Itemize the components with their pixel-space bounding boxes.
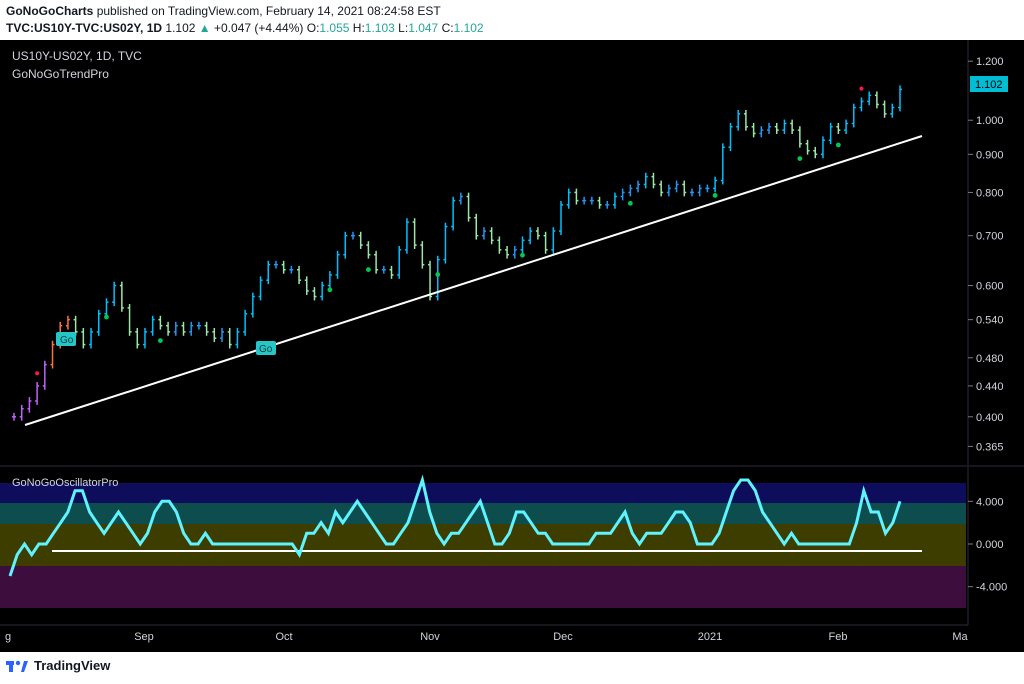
chart-svg[interactable]: US10Y-US02Y, 1D, TVC GoNoGoTrendPro Go G…	[0, 40, 1024, 652]
go-badge-1	[56, 332, 76, 346]
go-signal-dot	[327, 287, 333, 293]
ohlc-line: TVC:US10Y-TVC:US02Y, 1D 1.102 ▲ +0.047 (…	[6, 21, 484, 35]
oscillator-line	[8, 474, 902, 577]
tradingview-icon	[6, 660, 28, 672]
up-arrow-icon: ▲	[198, 21, 211, 35]
go-badges: Go Go	[56, 332, 276, 355]
footer: TradingView	[0, 652, 1024, 684]
price-tick-label: 1.200	[976, 56, 1004, 68]
osc-tick-label: -4.000	[976, 582, 1007, 594]
time-tick-label: Feb	[829, 631, 848, 643]
price-tick-label: 0.400	[976, 412, 1004, 424]
low-label: L:	[398, 21, 409, 35]
time-tick-label: 2021	[698, 631, 722, 643]
time-tick-label: Nov	[420, 631, 440, 643]
symbol-label[interactable]: TVC:US10Y-TVC:US02Y, 1D	[6, 21, 163, 35]
price-pane[interactable]: US10Y-US02Y, 1D, TVC GoNoGoTrendPro Go G…	[12, 40, 1008, 465]
price-tick-label: 0.540	[976, 315, 1004, 327]
time-tick-label: Oct	[275, 631, 292, 643]
go-signal-dot	[104, 314, 109, 320]
time-axis: g Sep Oct Nov Dec 2021 Feb Ma	[5, 631, 969, 643]
close-label: C:	[441, 21, 454, 35]
price-tick-label: 1.000	[976, 115, 1004, 127]
nogo-signal-dot	[35, 371, 40, 376]
last-price-label: 1.102	[975, 79, 1003, 91]
change-value: +0.047 (+4.44%)	[214, 21, 304, 35]
osc-band-lower	[0, 566, 966, 608]
time-tick-label: Sep	[134, 631, 154, 643]
price-tick-label: 0.440	[976, 381, 1004, 393]
price-pane-title: US10Y-US02Y, 1D, TVC	[12, 49, 142, 63]
trend-indicator-title: GoNoGoTrendPro	[12, 67, 109, 81]
go-signal-dot	[435, 272, 441, 277]
oscillator-title: GoNoGoOscillatorPro	[12, 477, 118, 489]
price-tick-label: 0.600	[976, 281, 1004, 293]
time-tick-label: Ma	[952, 631, 968, 643]
time-tick-label: Dec	[553, 631, 573, 643]
osc-tick-label: 0.000	[976, 539, 1004, 551]
last-price-tag	[970, 76, 1008, 92]
price-tick-label: 0.365	[976, 441, 1004, 453]
trendline[interactable]	[24, 135, 923, 426]
go-badge-2	[256, 341, 276, 355]
last-value: 1.102	[165, 21, 196, 35]
go-signal-dot	[366, 267, 371, 273]
open-label: O:	[306, 21, 320, 35]
oscillator-pane[interactable]: GoNoGoOscillatorPro 4.000 0.000 -4.000	[0, 466, 1007, 625]
price-tick-label: 0.700	[976, 231, 1004, 243]
published-text: published on TradingView.com, February 1…	[96, 4, 441, 18]
price-bars	[12, 85, 902, 421]
go-signal-dot	[627, 200, 633, 206]
time-tick-label: g	[5, 631, 11, 643]
go-signal-dot	[835, 142, 841, 148]
go-signal-dot	[157, 338, 163, 344]
close-value: 1.102	[453, 21, 484, 35]
nogo-signal-dot	[859, 86, 864, 91]
osc-band-top	[0, 483, 966, 503]
publish-line: GoNoGoCharts published on TradingView.co…	[6, 4, 441, 18]
go-badge-2-label: Go	[259, 344, 273, 355]
high-value: 1.103	[364, 21, 395, 35]
header: GoNoGoCharts published on TradingView.co…	[0, 0, 1024, 40]
chart-area[interactable]: US10Y-US02Y, 1D, TVC GoNoGoTrendPro Go G…	[0, 40, 1024, 652]
go-signal-dot	[712, 193, 718, 198]
go-signal-dot	[520, 252, 525, 258]
go-badge-1-label: Go	[60, 335, 74, 346]
publisher-name[interactable]: GoNoGoCharts	[6, 4, 94, 18]
high-label: H:	[352, 21, 365, 35]
price-tick-label: 0.900	[976, 149, 1004, 161]
low-value: 1.047	[408, 21, 439, 35]
open-value: 1.055	[319, 21, 350, 35]
tradingview-brand: TradingView	[34, 658, 111, 673]
tradingview-logo[interactable]: TradingView	[6, 658, 110, 673]
price-tick-label: 0.480	[976, 353, 1004, 365]
price-tick-label: 0.800	[976, 187, 1004, 199]
osc-tick-label: 4.000	[976, 496, 1004, 508]
go-signal-dot	[797, 156, 803, 162]
oscillator-axis: 4.000 0.000 -4.000	[968, 496, 1007, 594]
price-axis: 1.200 1.000 0.900 0.800 0.700 0.600 0.540 0.480…	[968, 56, 1004, 453]
signal-dots	[35, 86, 864, 376]
